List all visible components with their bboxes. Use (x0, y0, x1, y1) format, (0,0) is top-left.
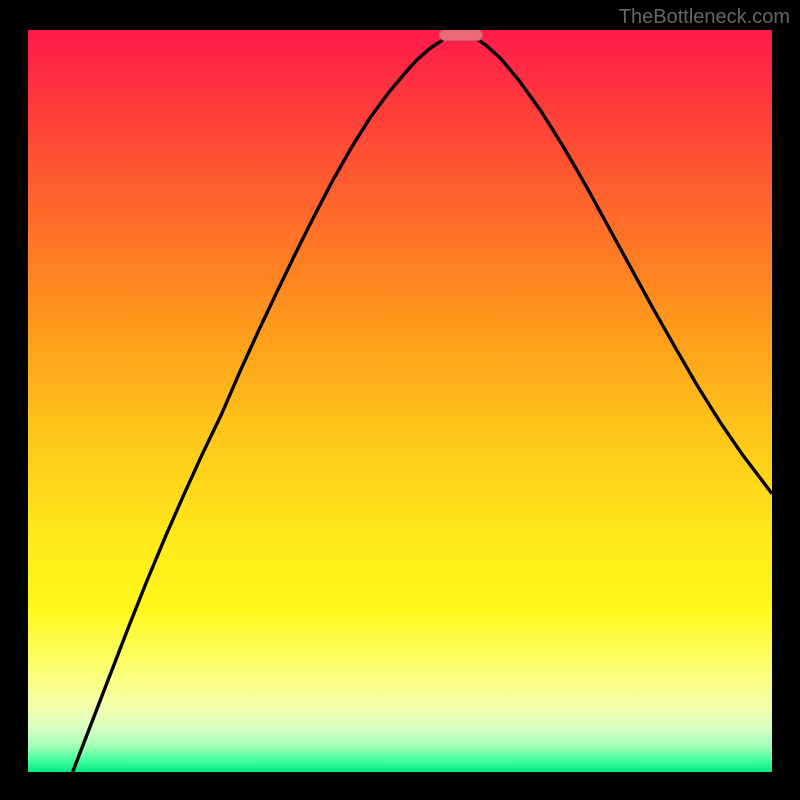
chart-container: TheBottleneck.com (0, 0, 800, 800)
optimal-marker (439, 30, 484, 41)
watermark-text: TheBottleneck.com (619, 6, 790, 29)
bottleneck-curve (28, 30, 772, 772)
plot-background (28, 30, 772, 772)
